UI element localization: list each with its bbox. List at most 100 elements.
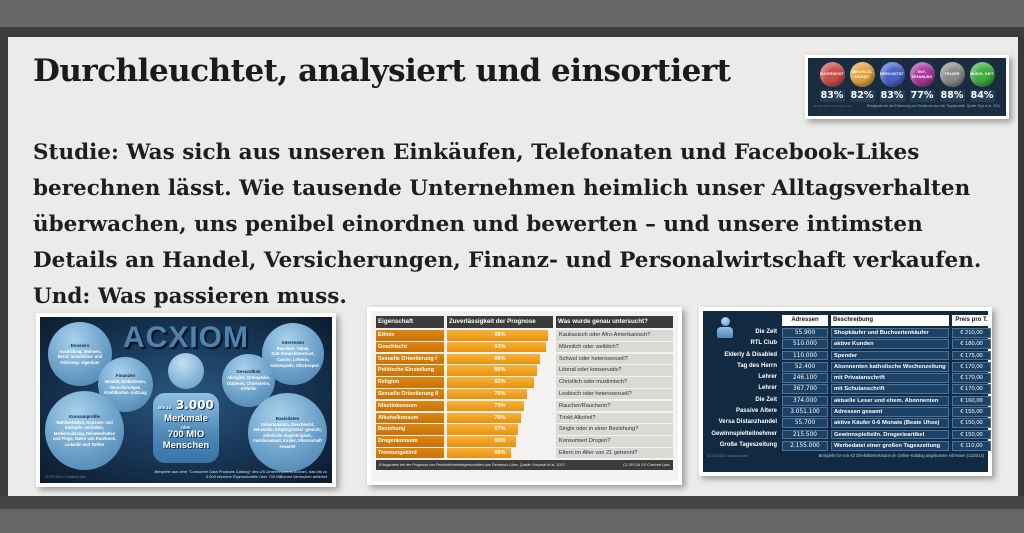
likes-chart-figure: Eigenschaft Zuverlässigkeit der Prognose… bbox=[367, 307, 682, 485]
license-note: CC BY-SA 3.0 Cracked Labs bbox=[623, 463, 670, 468]
chart-bar-area: 93% bbox=[447, 341, 553, 353]
row-count: 367.700 bbox=[782, 384, 828, 395]
table-row: Lehrer 246.100 mit Privatanschrift € 170,00 bbox=[707, 373, 991, 384]
chart-row-label: Nikotinkonsum bbox=[376, 400, 444, 412]
chart-row-question: Christlich oder muslimisch? bbox=[556, 377, 673, 388]
chart-row: Politische Einstellung 85% Liberal oder ko… bbox=[376, 365, 673, 376]
chart-row-label: Beziehung bbox=[376, 424, 444, 435]
table-row: Gewinnspielteilnehmer 215.500 Gewinnspielt… bbox=[707, 429, 991, 440]
emotion-circle: NERVOSITÄT bbox=[879, 62, 905, 87]
emotion-label: TRAUER bbox=[944, 72, 960, 77]
emotion-label: ZUVERSICHT bbox=[820, 72, 844, 77]
row-price: € 150,00 bbox=[952, 429, 991, 440]
chart-bar-value: 85% bbox=[494, 367, 506, 374]
row-count: 215.500 bbox=[782, 429, 828, 440]
frame-left-strip bbox=[0, 37, 8, 496]
person-icon bbox=[715, 317, 735, 339]
chart-bar bbox=[447, 447, 511, 459]
chart-row-question: Konsumiert Drogen? bbox=[556, 436, 673, 447]
chart-row-question: Männlich oder weiblich? bbox=[556, 341, 673, 353]
license-note: CC BY-SA 3.0 Cracked Labs bbox=[814, 104, 853, 108]
row-count: 110.000 bbox=[782, 350, 828, 361]
chart-bar bbox=[447, 330, 548, 341]
window-chrome-top bbox=[0, 0, 1024, 27]
row-description: Gewinnspielteiln. Drogerieartikel bbox=[831, 429, 949, 440]
center-line: Menschen bbox=[162, 439, 210, 451]
chart-bar-value: 93% bbox=[494, 343, 506, 350]
page-title: Durchleuchtet, analysiert und einsortier… bbox=[33, 53, 731, 89]
table-footer: CC BY-SA 3.0 Cracked Labs Beispiele für … bbox=[707, 453, 984, 458]
acxiom-bubble-basisdaten: Basisdaten Geburtsdatum, Geschlecht, Sehs… bbox=[248, 393, 327, 472]
emotion-value: 83% bbox=[879, 90, 905, 102]
chart-bar-value: 60% bbox=[494, 449, 506, 456]
row-description: aktuelle Leser und ehem. Abonnenten bbox=[831, 395, 949, 406]
chart-header-row: Eigenschaft Zuverlässigkeit der Prognose… bbox=[376, 316, 673, 328]
chart-row-label: Drogenkonsum bbox=[376, 436, 444, 447]
acxiom-title: ACXIOM bbox=[123, 321, 249, 354]
table-row: Lehrer 367.700 mit Schulanschrift € 170,00 bbox=[707, 384, 991, 395]
row-price: € 170,00 bbox=[952, 373, 991, 384]
emotion-circle: ENT- SPANNUNG bbox=[909, 62, 935, 87]
column-header: Zuverlässigkeit der Prognose bbox=[447, 316, 553, 328]
chart-row: Ethnie 95% Kaukasisch oder Afro-Amerikanis… bbox=[376, 330, 673, 341]
emotion-value: 84% bbox=[969, 90, 995, 102]
row-description: Adressen gesamt bbox=[831, 406, 949, 417]
license-note: CC BY-SA 3.0 Cracked Labs bbox=[45, 475, 86, 479]
figure-caption: Beispiele aus dem "Consumer Data Product… bbox=[154, 468, 327, 480]
chart-bar bbox=[447, 377, 534, 388]
chart-row: Trennungskind 60% Eltern im Alter von 21 g… bbox=[376, 447, 673, 459]
row-count: 374.000 bbox=[782, 395, 828, 406]
row-description: Werbedatei einer großen Tageszeitung bbox=[831, 440, 949, 451]
row-description: Shopkäufer und Buchserienkäufer bbox=[831, 328, 949, 338]
emotion-circle: ZUVERSICHT bbox=[819, 62, 845, 87]
chart-row: Drogenkonsum 65% Konsumiert Drogen? bbox=[376, 436, 673, 447]
chart-bar bbox=[447, 400, 525, 412]
emotion-circle: UNSCHLÜS- SIGKEIT bbox=[849, 62, 875, 87]
frame-bottom-strip bbox=[0, 496, 1024, 509]
bubble-body: Bonität, Einkommen, Versicherungen, Kred… bbox=[104, 379, 147, 396]
emotion-values: 83% 82% 83% 77% 88% 84% bbox=[814, 90, 1000, 102]
emotion-label: MÜDIG- KEIT bbox=[970, 72, 994, 77]
chart-bar-area: 88% bbox=[447, 353, 553, 365]
row-description: Abonnenten katholische Wochenzeitung bbox=[831, 361, 949, 372]
column-header: Beschreibung bbox=[831, 315, 949, 326]
column-header: Eigenschaft bbox=[376, 316, 444, 328]
chart-row: Sexuelle Orientierung I 88% Schwul oder he… bbox=[376, 353, 673, 365]
chart-row: Beziehung 67% Single oder in einer Beziehu… bbox=[376, 424, 673, 435]
chart-row-label: Ethnie bbox=[376, 330, 444, 341]
emotion-label: UNSCHLÜS- SIGKEIT bbox=[851, 70, 873, 79]
window-chrome-bottom bbox=[0, 509, 1024, 533]
emotion-circle: MÜDIG- KEIT bbox=[969, 62, 995, 87]
chart-row: Alkoholkonsum 70% Trinkt Alkohol? bbox=[376, 412, 673, 424]
chart-footer: Erfolgsraten bei der Prognose von Persön… bbox=[376, 460, 673, 471]
table-row: Große Tageszeitung 2.155.000 Werbedatei ei… bbox=[707, 440, 991, 451]
chart-row: Sexuelle Orientierung II 75% Lesbisch oder… bbox=[376, 388, 673, 400]
chart-bar bbox=[447, 412, 522, 424]
chart-bar bbox=[447, 341, 546, 353]
row-description: mit Privatanschrift bbox=[831, 373, 949, 384]
license-note: CC BY-SA 3.0 Cracked Labs bbox=[707, 453, 748, 458]
row-count: 52.400 bbox=[782, 361, 828, 372]
table-row: Passive Ältere 3.051.100 Adressen gesamt € … bbox=[707, 406, 991, 417]
bubble-heading: Finanzen bbox=[115, 373, 136, 379]
chart-bar-area: 82% bbox=[447, 377, 553, 388]
row-description: aktive Kunden bbox=[831, 339, 949, 350]
row-description: mit Schulanschrift bbox=[831, 384, 949, 395]
chart-bar-value: 67% bbox=[494, 426, 506, 433]
chart-row-label: Trennungskind bbox=[376, 447, 444, 459]
center-big-number: 3.000 bbox=[175, 398, 214, 412]
chart-bar bbox=[447, 424, 519, 435]
row-count: 246.100 bbox=[782, 373, 828, 384]
row-name: Passive Ältere bbox=[735, 407, 777, 414]
row-description: aktive Käufer 0-6 Monate (Beate Uhse) bbox=[831, 418, 949, 429]
chart-bar-value: 95% bbox=[494, 332, 506, 338]
frame-right-strip bbox=[1018, 37, 1024, 496]
slide: Durchleuchtet, analysiert und einsortier… bbox=[8, 37, 1018, 496]
acxiom-bubble-finanzen: Finanzen Bonität, Einkommen, Versicherung… bbox=[98, 357, 153, 412]
table-row: Elderly & Disabled 110.000 Spender € 175,00 bbox=[707, 350, 991, 361]
address-rows: Die Zeit 55.900 Shopkäufer und Buchserienk… bbox=[707, 328, 991, 451]
chart-bar-area: 73% bbox=[447, 400, 553, 412]
row-name: Lehrer bbox=[758, 385, 777, 392]
emotion-value: 83% bbox=[819, 90, 845, 102]
table-row: Tag des Herrn 52.400 Abonnenten katholisch… bbox=[707, 361, 991, 372]
